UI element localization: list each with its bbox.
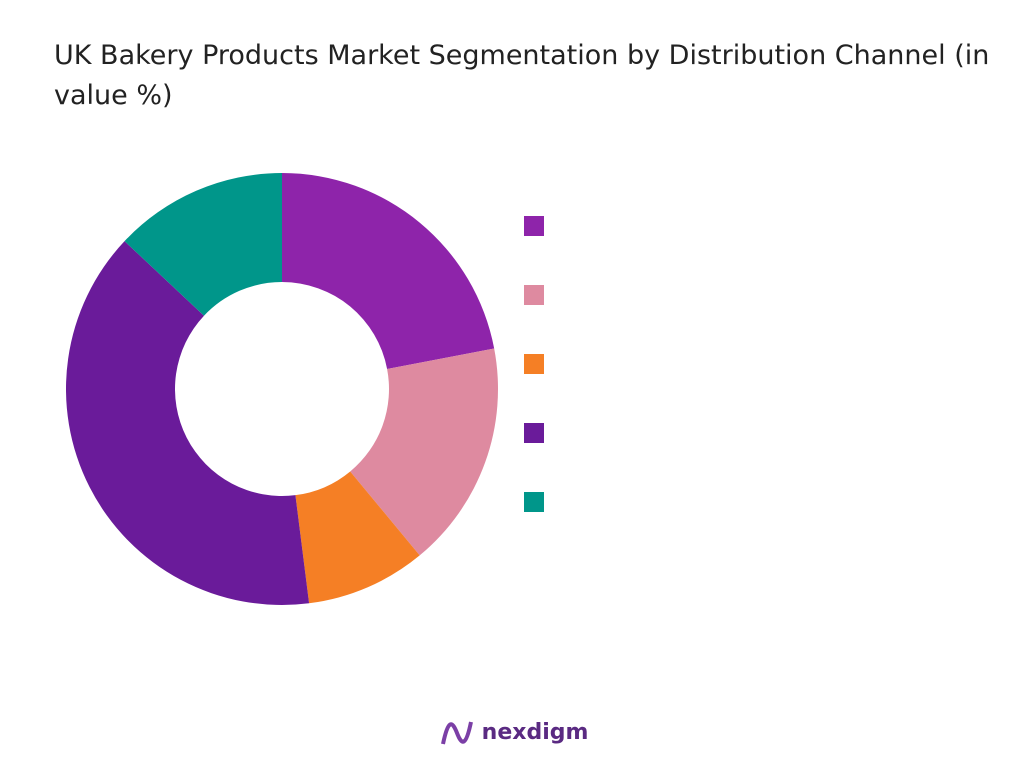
legend-swatch (524, 216, 544, 236)
legend-swatch (524, 423, 544, 443)
legend-swatch (524, 492, 544, 512)
brand-logo: nexdigm (440, 716, 588, 750)
donut-slice (66, 241, 310, 605)
donut-slice (124, 173, 282, 316)
legend-swatch (524, 354, 544, 374)
legend-swatch (524, 285, 544, 305)
brand-name: nexdigm (481, 720, 589, 745)
donut-slice (350, 348, 498, 556)
chart-title: UK Bakery Products Market Segmentation b… (54, 40, 990, 111)
donut-slice (282, 173, 495, 369)
donut-slice (295, 471, 420, 604)
logo-icon (441, 721, 473, 745)
